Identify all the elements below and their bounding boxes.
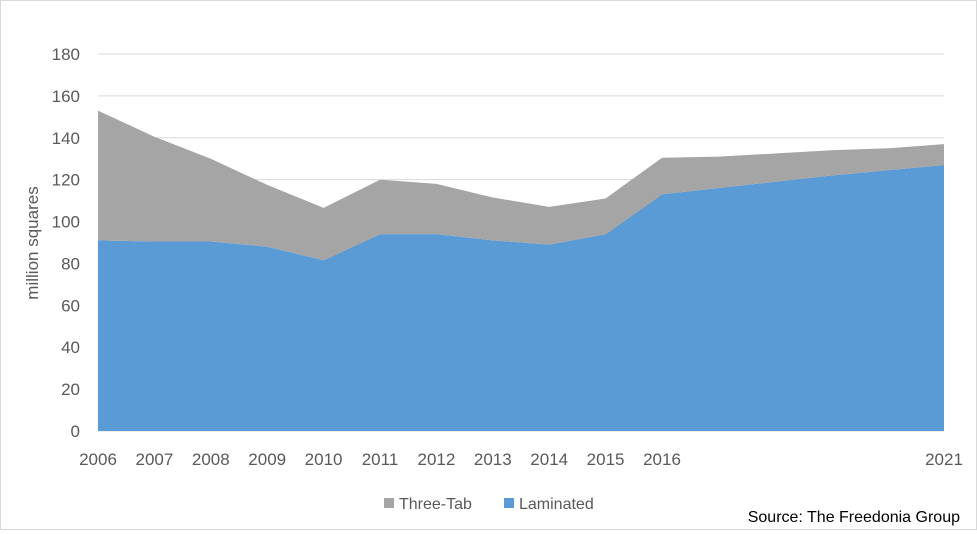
area-three-tab (98, 110, 944, 261)
legend-label: Laminated (519, 496, 594, 513)
x-tick-label: 2015 (587, 450, 625, 469)
y-tick-labels: 0 20 40 60 80 100 120 140 160 180 (52, 45, 80, 441)
x-tick-label: 2009 (248, 450, 286, 469)
area-laminated (98, 165, 944, 431)
x-tick-labels: 2006 2007 2008 2009 2010 2011 2012 2013 2014 2015… (79, 450, 963, 469)
x-tick-label: 2010 (305, 450, 343, 469)
y-tick-label: 60 (61, 296, 80, 315)
x-tick-label: 2013 (474, 450, 512, 469)
x-tick-label: 2007 (135, 450, 173, 469)
x-tick-label: 2008 (192, 450, 230, 469)
y-axis-title: million squares (23, 186, 42, 299)
legend-swatch (504, 498, 514, 508)
y-tick-label: 80 (61, 254, 80, 273)
source-note: Source: The Freedonia Group (747, 509, 960, 526)
legend: Three-Tab Laminated (384, 496, 594, 513)
y-tick-label: 0 (71, 422, 80, 441)
y-tick-label: 100 (52, 213, 80, 232)
y-tick-label: 120 (52, 171, 80, 190)
x-tick-label: 2014 (530, 450, 568, 469)
legend-label: Three-Tab (399, 496, 472, 513)
plot-areas (98, 110, 944, 431)
x-tick-label: 2012 (417, 450, 455, 469)
y-tick-label: 40 (61, 338, 80, 357)
y-tick-label: 180 (52, 45, 80, 64)
x-tick-label: 2016 (643, 450, 681, 469)
x-tick-label: 2006 (79, 450, 117, 469)
x-tick-label: 2021 (925, 450, 963, 469)
y-tick-label: 140 (52, 129, 80, 148)
y-tick-label: 20 (61, 380, 80, 399)
y-tick-label: 160 (52, 87, 80, 106)
x-tick-label: 2011 (362, 450, 399, 469)
legend-swatch (384, 498, 394, 508)
